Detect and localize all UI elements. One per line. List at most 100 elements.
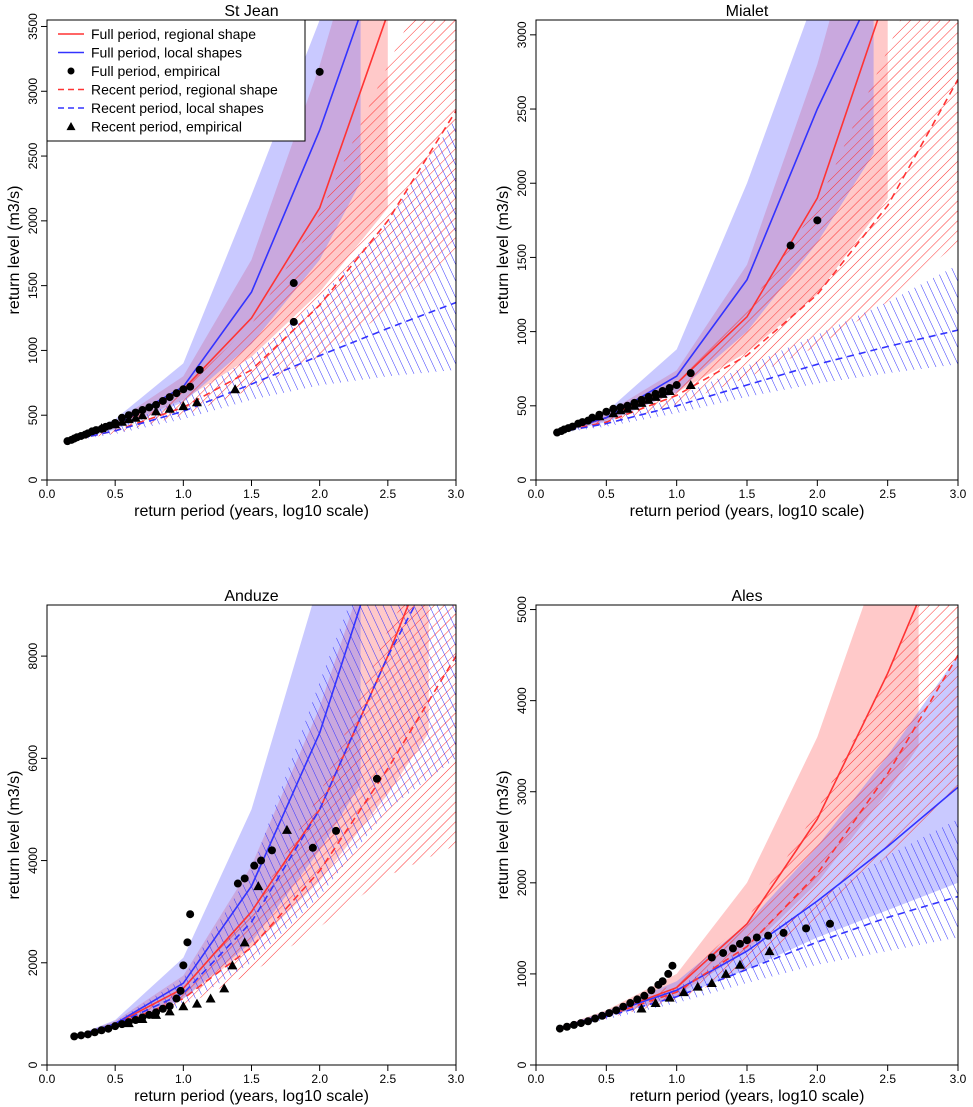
x-tick-label: 2.0 xyxy=(311,1072,328,1086)
x-tick-label: 3.0 xyxy=(448,487,465,501)
y-tick-label: 0 xyxy=(26,1061,40,1068)
point-full-period-empirical xyxy=(802,924,811,933)
x-tick-label: 2.5 xyxy=(379,1072,396,1086)
point-recent-period-empirical xyxy=(664,385,675,395)
legend-label: Full period, regional shape xyxy=(91,26,256,42)
x-tick-label: 3.0 xyxy=(950,487,967,501)
panel-title: Ales xyxy=(731,588,762,605)
x-tick-label: 2.0 xyxy=(809,487,826,501)
y-axis-label: return level (m3/s) xyxy=(6,771,23,900)
x-tick-label: 0.0 xyxy=(528,1072,545,1086)
x-tick-label: 1.5 xyxy=(739,487,756,501)
point-recent-period-empirical xyxy=(734,959,745,969)
point-full-period-empirical xyxy=(640,991,649,1000)
y-tick-label: 6000 xyxy=(26,745,40,772)
y-tick-label: 3000 xyxy=(26,78,40,105)
line-recent-period-local-shapes xyxy=(556,329,958,434)
y-tick-label: 0 xyxy=(26,476,40,483)
legend-label: Recent period, local shapes xyxy=(91,100,264,116)
point-full-period-empirical xyxy=(257,856,266,865)
point-full-period-empirical xyxy=(813,216,822,225)
x-tick-label: 2.5 xyxy=(879,487,896,501)
point-full-period-empirical xyxy=(562,1022,571,1031)
point-full-period-empirical xyxy=(172,389,181,398)
point-full-period-empirical xyxy=(647,986,656,995)
y-tick-label: 500 xyxy=(26,405,40,425)
point-full-period-empirical xyxy=(602,407,611,416)
point-full-period-empirical xyxy=(308,843,317,852)
y-tick-label: 1000 xyxy=(515,960,529,987)
point-recent-period-empirical xyxy=(110,419,121,429)
y-tick-label: 0 xyxy=(515,1061,529,1068)
point-recent-period-empirical xyxy=(636,1003,647,1013)
band-recent-period-local-shapes xyxy=(557,264,958,434)
band-full-period-regional-shape xyxy=(67,20,388,442)
point-full-period-empirical xyxy=(179,385,188,394)
x-tick-label: 1.5 xyxy=(739,1072,756,1086)
point-full-period-empirical xyxy=(577,1019,586,1028)
band-full-period-local-shapes xyxy=(557,20,874,434)
x-tick-label: 3.0 xyxy=(448,1072,465,1086)
y-tick-label: 8000 xyxy=(26,642,40,669)
y-tick-label: 500 xyxy=(515,395,529,415)
legend-label: Full period, local shapes xyxy=(91,45,242,61)
legend: Full period, regional shape Full period, … xyxy=(46,19,306,142)
point-full-period-empirical xyxy=(658,977,667,986)
y-tick-label: 1000 xyxy=(515,318,529,345)
point-full-period-empirical xyxy=(626,999,635,1008)
y-tick-label: 2000 xyxy=(26,949,40,976)
x-tick-label: 3.0 xyxy=(950,1072,967,1086)
legend-swatch xyxy=(66,122,76,131)
point-full-period-empirical xyxy=(158,396,167,405)
panel-ales: 0.0 0.5 1.0 1.5 2.0 2.5 3.0 0 1000 2000 3000 4000 50… xyxy=(495,588,967,1105)
y-tick-label: 2500 xyxy=(515,95,529,122)
point-full-period-empirical xyxy=(152,400,161,409)
y-tick-label: 3000 xyxy=(515,778,529,805)
point-full-period-empirical xyxy=(70,1032,79,1041)
point-full-period-empirical xyxy=(158,1004,167,1013)
point-recent-period-empirical xyxy=(151,406,162,416)
y-tick-label: 2000 xyxy=(515,170,529,197)
x-tick-label: 2.0 xyxy=(809,1072,826,1086)
panel-anduze: 0.0 0.5 1.0 1.5 2.0 2.5 3.0 0 2000 4000 6000 8000 An… xyxy=(6,588,465,1105)
x-tick-label: 1.5 xyxy=(243,487,260,501)
band-full-period-regional-shape xyxy=(557,605,919,1029)
y-tick-label: 2000 xyxy=(26,207,40,234)
point-full-period-empirical xyxy=(138,406,147,415)
point-full-period-empirical xyxy=(588,413,597,422)
point-recent-period-empirical xyxy=(650,391,661,401)
point-full-period-empirical xyxy=(165,1002,174,1011)
x-axis-label: return period (years, log10 scale) xyxy=(630,1088,865,1105)
x-axis-label: return period (years, log10 scale) xyxy=(630,503,865,520)
point-full-period-empirical xyxy=(598,1011,607,1020)
point-full-period-empirical xyxy=(605,1009,614,1018)
point-recent-period-empirical xyxy=(239,937,250,947)
y-tick-label: 4000 xyxy=(26,847,40,874)
point-full-period-empirical xyxy=(332,826,341,835)
point-full-period-empirical xyxy=(619,1002,628,1011)
point-full-period-empirical xyxy=(779,928,788,937)
point-recent-period-empirical xyxy=(96,423,107,433)
y-tick-label: 4000 xyxy=(515,687,529,714)
line-recent-period-regional-shape xyxy=(556,79,958,434)
point-recent-period-empirical xyxy=(650,998,661,1008)
point-full-period-empirical xyxy=(825,919,834,928)
panel-title: Mialet xyxy=(726,3,769,20)
point-recent-period-empirical xyxy=(685,380,696,390)
point-recent-period-empirical xyxy=(706,978,717,988)
x-tick-label: 1.0 xyxy=(175,1072,192,1086)
panel-title: St Jean xyxy=(224,3,278,20)
point-full-period-empirical xyxy=(186,382,195,391)
point-full-period-empirical xyxy=(612,1006,621,1015)
point-full-period-empirical xyxy=(145,403,154,412)
point-recent-period-empirical xyxy=(230,384,241,394)
point-full-period-empirical xyxy=(289,317,298,326)
band-full-period-local-shapes xyxy=(74,605,361,1038)
y-tick-label: 2000 xyxy=(515,869,529,896)
point-full-period-empirical xyxy=(735,939,744,948)
x-axis-label: return period (years, log10 scale) xyxy=(134,1088,369,1105)
point-full-period-empirical xyxy=(233,879,242,888)
point-full-period-empirical xyxy=(555,1024,564,1033)
x-tick-label: 2.0 xyxy=(311,487,328,501)
